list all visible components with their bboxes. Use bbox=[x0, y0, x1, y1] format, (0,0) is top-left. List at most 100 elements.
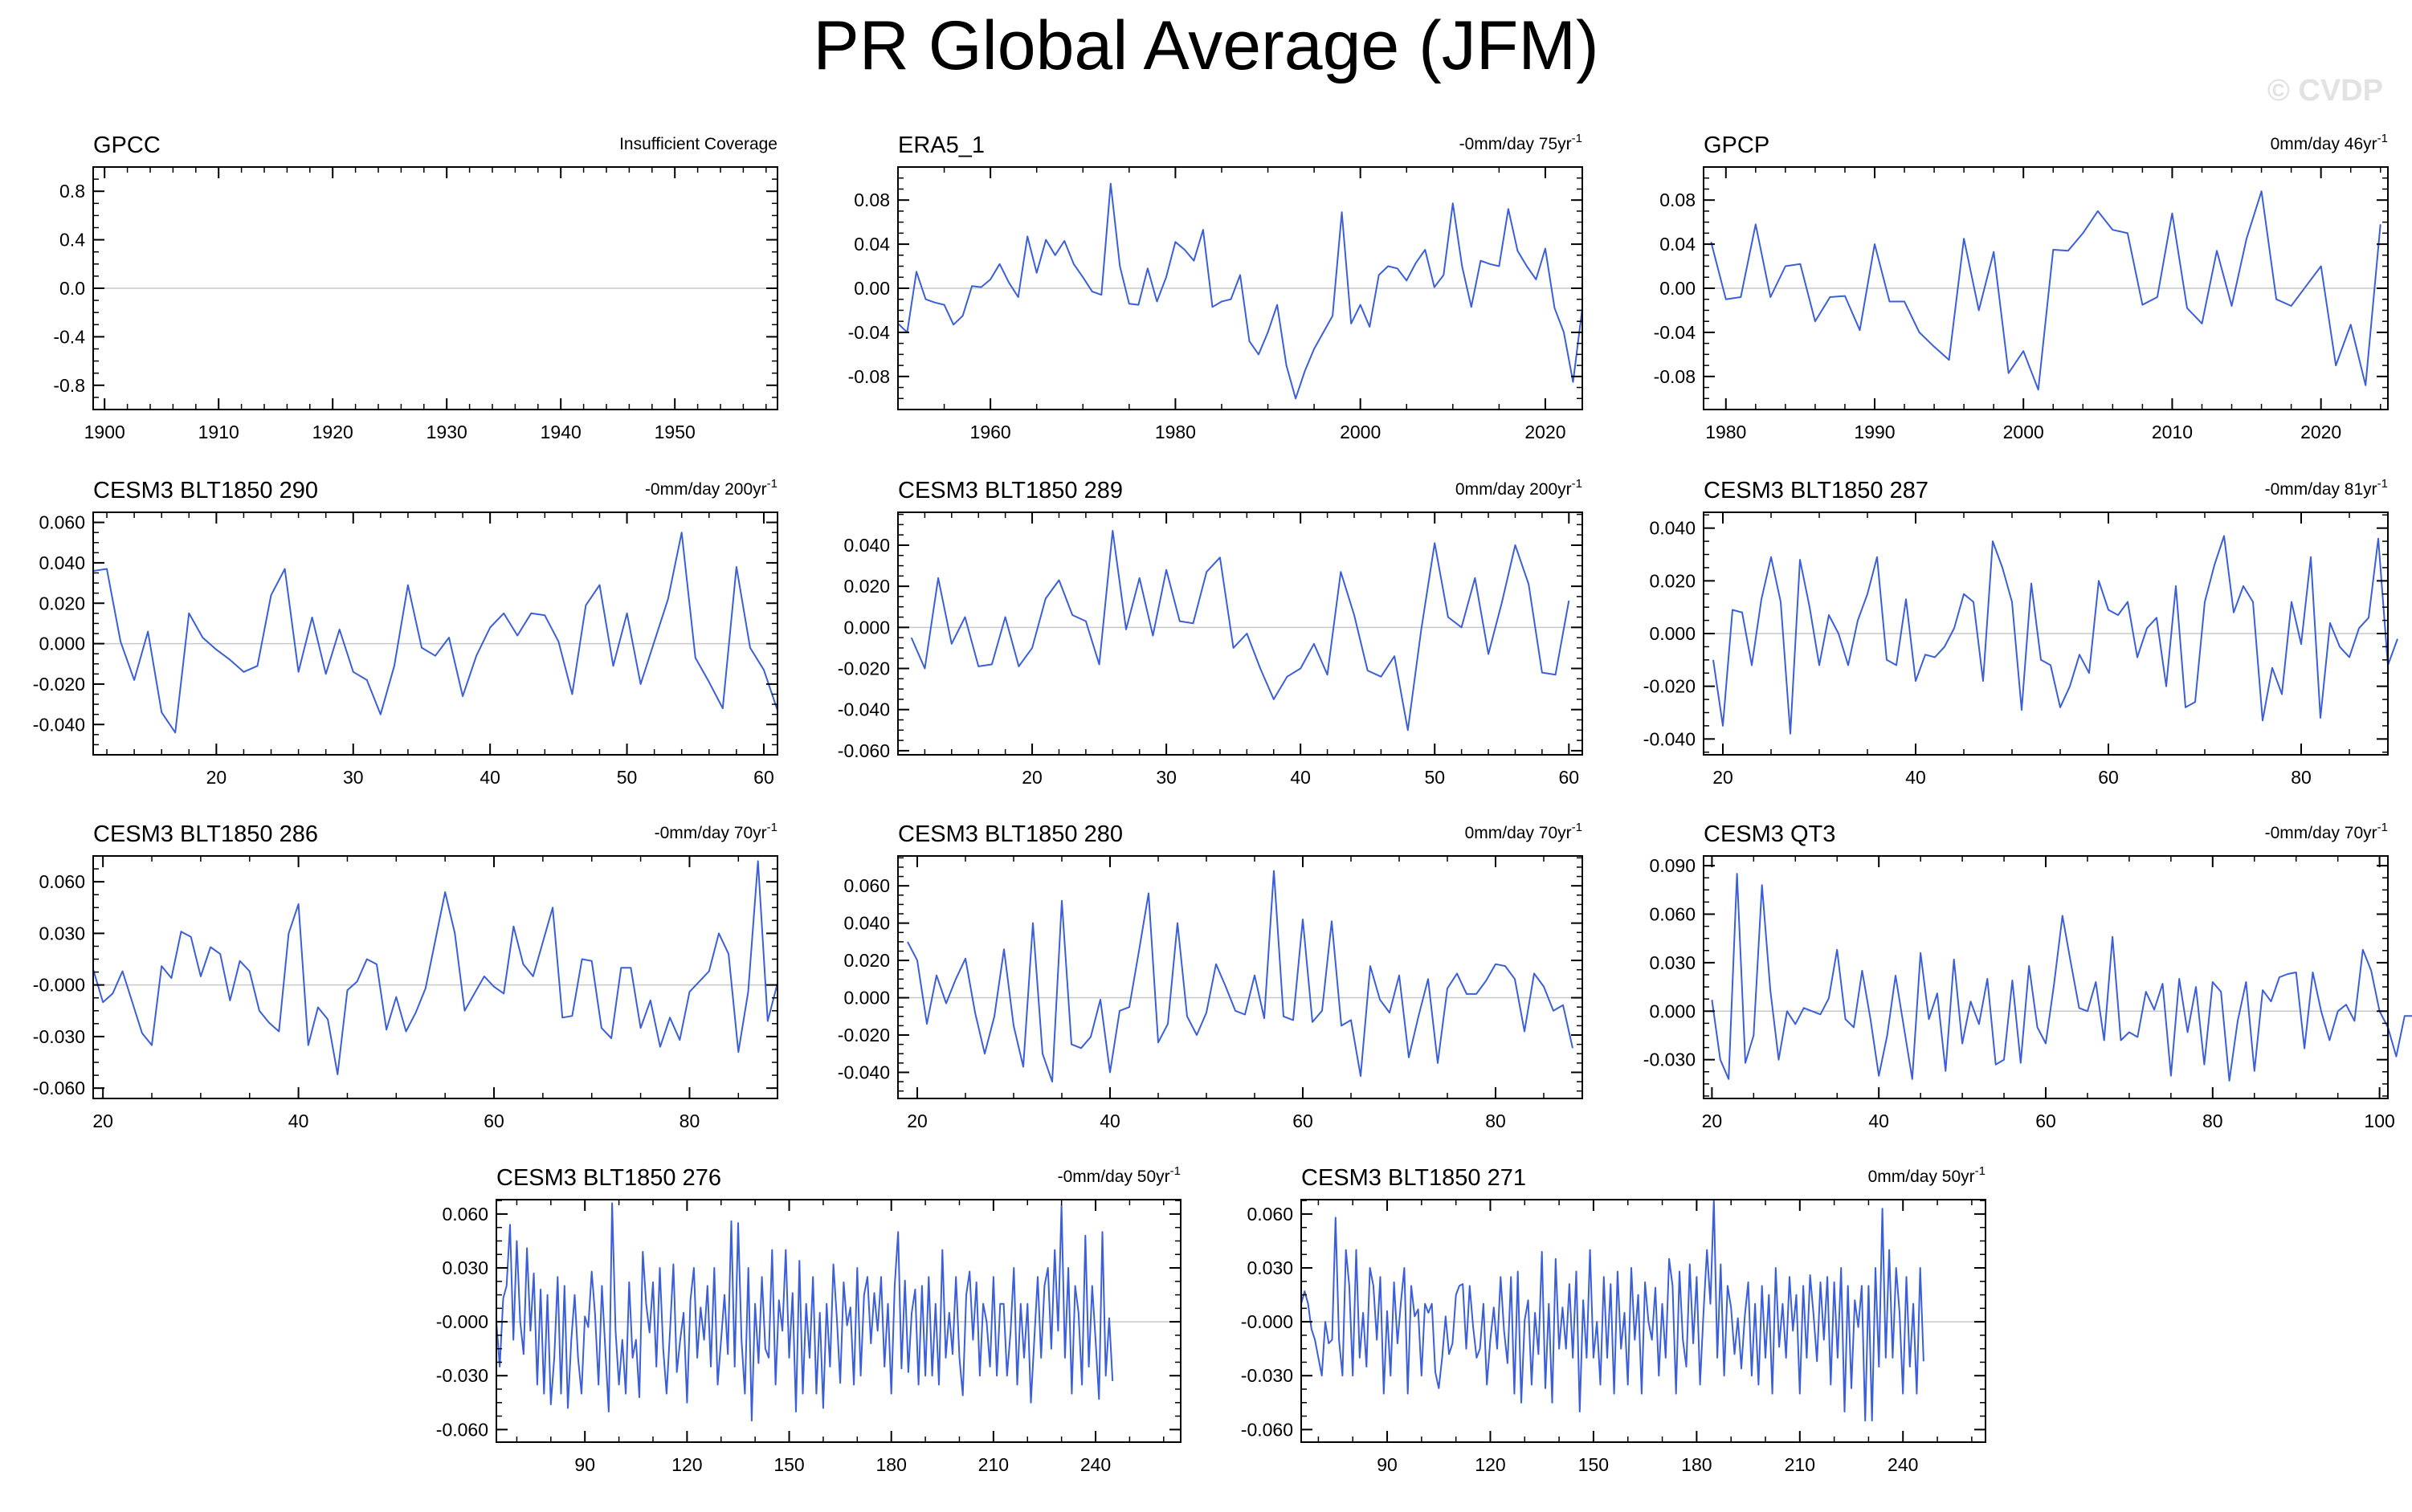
y-tick-label: 0.8 bbox=[59, 181, 85, 202]
x-tick-label: 120 bbox=[1475, 1454, 1505, 1475]
panel-2: 1980 1990 2000 2010 2020 -0.08 -0.04 0.00 0.04 0.… bbox=[1654, 132, 2389, 442]
series-line bbox=[1711, 873, 2412, 1082]
panel-7: 20 40 60 80 -0.040 -0.020 0.000 0.020 0.040 0.060… bbox=[838, 821, 1583, 1131]
panel-6: 20 40 60 80 -0.060 -0.030 -0.000 0.030 0.060 CESM… bbox=[33, 821, 778, 1131]
series-line bbox=[92, 532, 778, 734]
series-line bbox=[1710, 190, 2381, 391]
y-tick-label: -0.040 bbox=[838, 1062, 890, 1082]
x-tick-label: 20 bbox=[1702, 1111, 1723, 1131]
x-tick-label: 40 bbox=[1290, 767, 1311, 788]
x-tick-label: 240 bbox=[1080, 1454, 1111, 1475]
series-line bbox=[907, 870, 1573, 1083]
panel-trend: -0mm/day 70yr-1 bbox=[2265, 821, 2388, 842]
panel-title: CESM3 BLT1850 290 bbox=[93, 478, 318, 503]
panel-trend: 0mm/day 46yr-1 bbox=[2271, 132, 2388, 153]
panel-trend: -0mm/day 70yr-1 bbox=[655, 821, 777, 842]
plot-frame bbox=[897, 511, 1583, 756]
x-tick-label: 240 bbox=[1888, 1454, 1918, 1475]
y-tick-label: 0.020 bbox=[843, 950, 890, 971]
y-tick-label: -0.020 bbox=[1643, 676, 1696, 697]
x-tick-label: 60 bbox=[484, 1111, 504, 1131]
y-tick-label: -0.060 bbox=[1241, 1419, 1293, 1440]
panel-5: 20 40 60 80 -0.040 -0.020 0.000 0.020 0.040 CESM3… bbox=[1643, 477, 2398, 788]
y-tick-label: -0.040 bbox=[33, 714, 85, 735]
y-tick-label: -0.08 bbox=[848, 366, 890, 387]
y-tick-label: 0.4 bbox=[59, 230, 85, 251]
watermark: © CVDP bbox=[2267, 74, 2383, 108]
panel-0: 1900 1910 1920 1930 1940 1950 -0.8 -0.4 0.0 0.4 0.… bbox=[53, 132, 778, 442]
x-tick-label: 60 bbox=[753, 767, 774, 788]
x-tick-label: 1900 bbox=[84, 422, 125, 442]
x-tick-label: 40 bbox=[1868, 1111, 1889, 1131]
y-tick-label: 0.020 bbox=[39, 593, 85, 613]
x-tick-label: 150 bbox=[1578, 1454, 1609, 1475]
x-tick-label: 100 bbox=[2364, 1111, 2394, 1131]
x-tick-label: 2010 bbox=[2152, 422, 2193, 442]
panel-note: Insufficient Coverage bbox=[619, 135, 777, 153]
y-tick-label: 0.040 bbox=[39, 552, 85, 573]
y-tick-label: 0.030 bbox=[442, 1257, 488, 1278]
x-tick-label: 1910 bbox=[198, 422, 239, 442]
y-tick-label: -0.020 bbox=[838, 1025, 890, 1045]
y-tick-label: -0.08 bbox=[1654, 366, 1696, 387]
x-tick-label: 150 bbox=[773, 1454, 804, 1475]
x-tick-label: 1940 bbox=[541, 422, 582, 442]
y-tick-label: -0.020 bbox=[33, 674, 85, 695]
x-tick-label: 60 bbox=[2098, 767, 2119, 788]
panel-8: 20 40 60 80 100 -0.030 0.000 0.030 0.060 0.090 CES… bbox=[1643, 821, 2412, 1131]
y-tick-label: 0.060 bbox=[843, 875, 890, 896]
panel-trend: -0mm/day 200yr-1 bbox=[645, 477, 777, 499]
x-tick-label: 1930 bbox=[426, 422, 467, 442]
y-tick-label: 0.030 bbox=[1649, 952, 1696, 973]
panel-trend: -0mm/day 50yr-1 bbox=[1058, 1164, 1181, 1186]
panel-4: 20 30 40 50 60 -0.060 -0.040 -0.020 0.000 0.020 0.… bbox=[838, 477, 1583, 788]
x-tick-label: 2000 bbox=[2003, 422, 2044, 442]
y-tick-label: 0.000 bbox=[843, 988, 890, 1009]
y-tick-label: 0.020 bbox=[1649, 570, 1696, 591]
plot-frame bbox=[92, 511, 778, 756]
y-tick-label: 0.08 bbox=[1659, 190, 1696, 210]
x-tick-label: 1990 bbox=[1854, 422, 1895, 442]
x-tick-label: 80 bbox=[1485, 1111, 1506, 1131]
y-tick-label: 0.000 bbox=[843, 617, 890, 638]
x-tick-label: 80 bbox=[680, 1111, 700, 1131]
series-line bbox=[897, 182, 1583, 400]
x-tick-label: 1920 bbox=[312, 422, 353, 442]
series-line bbox=[910, 530, 1570, 732]
plot-frame bbox=[1300, 1199, 1986, 1443]
x-tick-label: 210 bbox=[1785, 1454, 1815, 1475]
x-tick-label: 210 bbox=[978, 1454, 1009, 1475]
panel-trend: -0mm/day 81yr-1 bbox=[2265, 477, 2388, 499]
x-tick-label: 2020 bbox=[2300, 422, 2341, 442]
y-tick-label: 0.040 bbox=[843, 535, 890, 556]
panel-1: 1960 1980 2000 2020 -0.08 -0.04 0.00 0.04 0.08 ER… bbox=[848, 132, 1583, 442]
x-tick-label: 2000 bbox=[1340, 422, 1381, 442]
x-tick-label: 20 bbox=[1022, 767, 1043, 788]
x-tick-label: 1980 bbox=[1705, 422, 1746, 442]
panel-title: ERA5_1 bbox=[898, 132, 985, 158]
panel-trend: -0mm/day 75yr-1 bbox=[1459, 132, 1582, 153]
y-tick-label: 0.00 bbox=[1659, 278, 1696, 299]
plot-frame bbox=[897, 855, 1583, 1099]
panel-10: 90 120 150 180 210 240 -0.060 -0.030 -0.000 0.030… bbox=[1241, 1164, 1986, 1475]
x-tick-label: 20 bbox=[206, 767, 227, 788]
y-tick-label: -0.040 bbox=[1643, 728, 1696, 749]
panel-title: CESM3 QT3 bbox=[1704, 821, 1835, 847]
y-tick-label: 0.00 bbox=[854, 278, 890, 299]
x-tick-label: 60 bbox=[2035, 1111, 2056, 1131]
y-tick-label: -0.000 bbox=[1241, 1311, 1293, 1332]
y-tick-label: 0.030 bbox=[39, 923, 85, 943]
plot-frame bbox=[1703, 855, 2389, 1099]
y-tick-label: -0.060 bbox=[838, 740, 890, 761]
x-tick-label: 20 bbox=[1712, 767, 1733, 788]
y-tick-label: 0.060 bbox=[442, 1204, 488, 1225]
x-tick-label: 1980 bbox=[1155, 422, 1196, 442]
y-tick-label: -0.4 bbox=[53, 326, 85, 347]
x-tick-label: 2020 bbox=[1524, 422, 1565, 442]
y-tick-label: 0.060 bbox=[39, 512, 85, 533]
y-tick-label: 0.04 bbox=[854, 234, 890, 255]
x-tick-label: 90 bbox=[574, 1454, 595, 1475]
y-tick-label: -0.000 bbox=[33, 975, 85, 996]
y-tick-label: -0.030 bbox=[33, 1026, 85, 1047]
